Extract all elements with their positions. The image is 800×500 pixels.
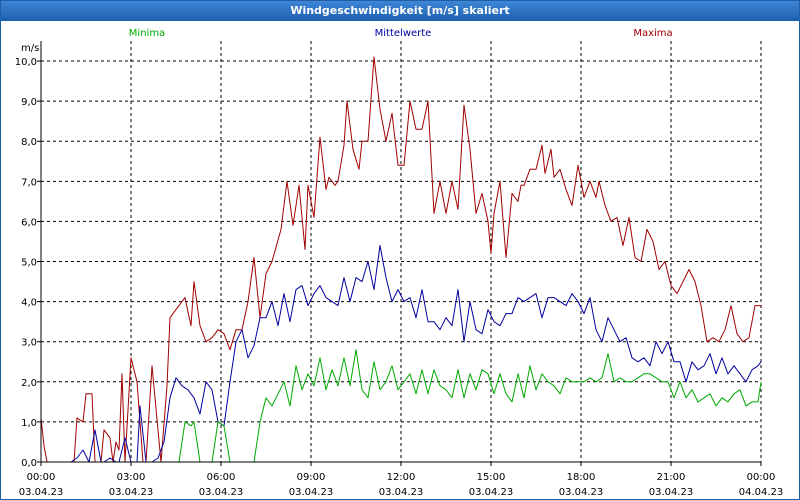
x-tick-date: 04.04.23 bbox=[739, 487, 784, 498]
x-tick-date: 03.04.23 bbox=[109, 487, 154, 498]
y-tick-label: 0,0 bbox=[21, 458, 37, 469]
y-axis-unit: m/s bbox=[21, 43, 39, 54]
x-tick-date: 03.04.23 bbox=[19, 487, 64, 498]
y-tick-label: 6,0 bbox=[21, 217, 37, 228]
x-tick-date: 03.04.23 bbox=[559, 487, 604, 498]
x-tick-time: 00:00 bbox=[27, 472, 56, 483]
x-tick-time: 03:00 bbox=[117, 472, 146, 483]
grid bbox=[41, 41, 762, 463]
y-tick-label: 7,0 bbox=[21, 177, 37, 188]
x-tick-date: 03.04.23 bbox=[289, 487, 334, 498]
series-line-maxima bbox=[40, 56, 761, 463]
series-layer bbox=[40, 56, 762, 463]
x-tick-time: 15:00 bbox=[477, 472, 506, 483]
y-tick-label: 10,0 bbox=[15, 57, 37, 68]
x-tick-time: 18:00 bbox=[567, 472, 596, 483]
x-tick-time: 09:00 bbox=[297, 472, 326, 483]
x-tick-time: 21:00 bbox=[657, 472, 686, 483]
y-tick-label: 1,0 bbox=[21, 418, 37, 429]
legend-minima: Minima bbox=[129, 28, 165, 39]
x-tick-time: 00:00 bbox=[747, 472, 776, 483]
window-title: Windgeschwindigkeit [m/s] skaliert bbox=[1, 1, 799, 21]
x-tick-date: 03.04.23 bbox=[379, 487, 424, 498]
series-line-minima bbox=[41, 349, 762, 463]
line-chart: 0,0 1,0 2,0 3,0 4,0 5,0 6,0 7,0 8,0 9,0 10,0 00:00… bbox=[15, 28, 784, 498]
x-tick-date: 03.04.23 bbox=[649, 487, 694, 498]
y-tick-label: 5,0 bbox=[21, 258, 37, 269]
series-line-mittelwerte bbox=[41, 245, 762, 463]
y-tick-label: 8,0 bbox=[21, 137, 37, 148]
y-ticks: 0,0 1,0 2,0 3,0 4,0 5,0 6,0 7,0 8,0 9,0 10,0 bbox=[15, 57, 41, 469]
x-tick-date: 03.04.23 bbox=[469, 487, 514, 498]
y-tick-label: 9,0 bbox=[21, 97, 37, 108]
x-tick-time: 06:00 bbox=[207, 472, 236, 483]
x-tick-time: 12:00 bbox=[387, 472, 416, 483]
y-tick-label: 4,0 bbox=[21, 298, 37, 309]
legend-maxima: Maxima bbox=[633, 28, 672, 39]
y-tick-label: 3,0 bbox=[21, 338, 37, 349]
x-tick-date: 03.04.23 bbox=[199, 487, 244, 498]
legend-mittelwerte: Mittelwerte bbox=[375, 28, 432, 39]
y-tick-label: 2,0 bbox=[21, 378, 37, 389]
x-ticks: 00:00 03.04.23 03:00 03.04.23 06:00 03.04.23 0… bbox=[19, 462, 784, 498]
